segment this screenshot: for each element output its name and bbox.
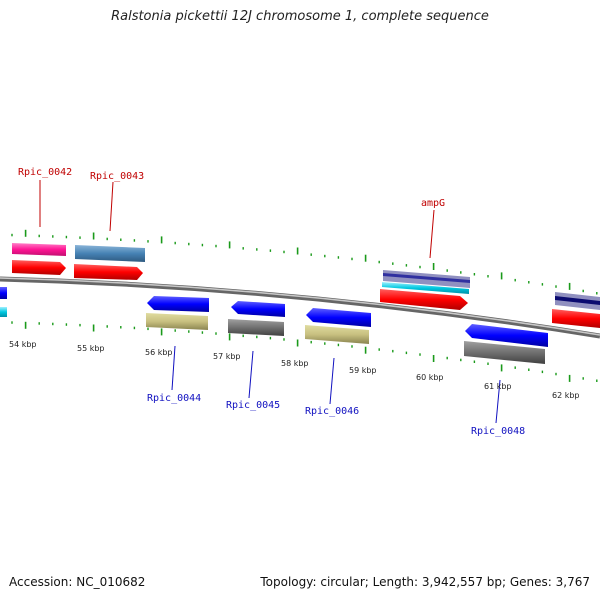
partial-feature-left xyxy=(0,287,7,317)
outer-tick-row xyxy=(11,229,598,295)
gene-ampg[interactable] xyxy=(380,270,470,310)
scale-label-62kbp: 62 kbp xyxy=(552,391,580,400)
scale-label-58kbp: 58 kbp xyxy=(281,359,309,368)
scale-label-61kbp: 61 kbp xyxy=(484,382,512,391)
scale-label-59kbp: 59 kbp xyxy=(349,366,377,375)
gene-label-rpic-0044[interactable]: Rpic_0044 xyxy=(147,393,201,404)
scale-label-54kbp: 54 kbp xyxy=(9,340,37,349)
map-title: Ralstonia pickettii 12J chromosome 1, co… xyxy=(111,9,489,24)
scale-label-57kbp: 57 kbp xyxy=(213,352,241,361)
scale-label-60kbp: 60 kbp xyxy=(416,373,444,382)
inner-tick-row xyxy=(11,321,598,382)
gene-rpic-0045[interactable] xyxy=(228,301,285,336)
scale-labels: 54 kbp 55 kbp 56 kbp 57 kbp 58 kbp 59 kb… xyxy=(9,340,580,400)
gene-rpic-0048[interactable] xyxy=(464,324,548,364)
chromosome-backbone xyxy=(0,276,600,339)
gene-right-edge[interactable] xyxy=(552,292,600,328)
gene-label-rpic-0045[interactable]: Rpic_0045 xyxy=(226,400,280,411)
genome-summary-text: Topology: circular; Length: 3,942,557 bp… xyxy=(260,575,590,589)
gene-label-rpic-0043[interactable]: Rpic_0043 xyxy=(90,171,144,182)
gene-label-rpic-0048[interactable]: Rpic_0048 xyxy=(471,426,525,437)
gene-rpic-0046[interactable] xyxy=(305,308,371,344)
gene-rpic-0042[interactable] xyxy=(12,243,66,275)
gene-rpic-0043[interactable] xyxy=(74,245,145,280)
gene-label-rpic-0046[interactable]: Rpic_0046 xyxy=(305,406,359,417)
gene-rpic-0044[interactable] xyxy=(146,296,209,330)
callout-lines xyxy=(39,180,501,424)
gene-label-ampg[interactable]: ampG xyxy=(421,198,445,209)
scale-label-56kbp: 56 kbp xyxy=(145,348,173,357)
accession-text: Accession: NC_010682 xyxy=(9,575,146,589)
scale-label-55kbp: 55 kbp xyxy=(77,344,105,353)
gene-label-rpic-0042[interactable]: Rpic_0042 xyxy=(18,167,72,178)
